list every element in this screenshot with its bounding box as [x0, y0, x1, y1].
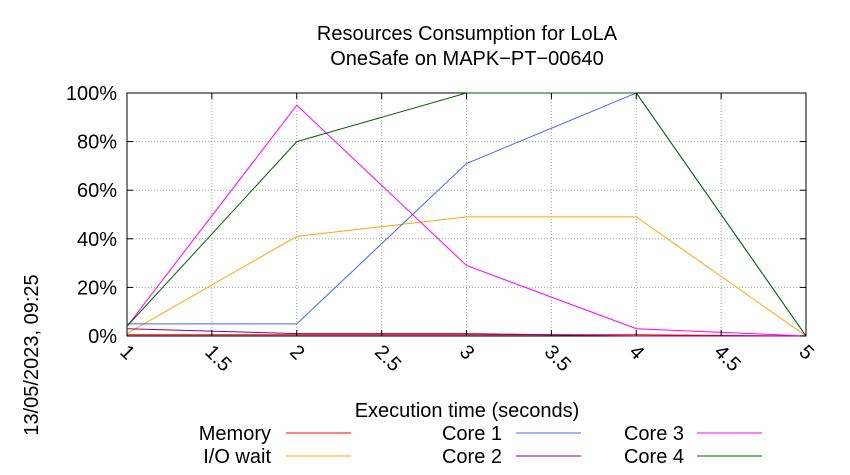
timestamp-label: 13/05/2023, 09:25 — [21, 274, 43, 435]
y-tick-label: 0% — [88, 326, 117, 348]
y-tick-label: 60% — [77, 180, 117, 202]
x-tick-label: 3.5 — [540, 341, 575, 376]
series-line-core-3 — [126, 104, 807, 337]
y-tick-label: 40% — [77, 229, 117, 251]
x-axis-label: Execution time (seconds) — [355, 400, 580, 422]
y-tick-label: 80% — [77, 132, 117, 154]
legend-label-core-1: Core 1 — [442, 423, 502, 445]
legend-label-core-2: Core 2 — [442, 446, 502, 468]
chart-title-line-2: OneSafe on MAPK−PT−00640 — [330, 48, 604, 70]
legend-label-memory: Memory — [199, 423, 271, 445]
legend-label-core-4: Core 4 — [624, 446, 684, 468]
series-line-i-o-wait — [126, 216, 807, 337]
x-tick-label: 5 — [794, 341, 817, 364]
x-tick-label: 4 — [625, 341, 648, 364]
y-tick-label: 100% — [66, 83, 117, 105]
tick-layer: 0% 20% 40% 60% 80% 100% 1 1.5 2 2.5 3 3.5 4 4.5 5 — [66, 83, 818, 376]
chart-title-line-1: Resources Consumption for LoLA — [317, 23, 618, 45]
x-tick-label: 1.5 — [200, 341, 235, 376]
legend-label-core-3: Core 3 — [624, 423, 684, 445]
x-tick-label: 2.5 — [370, 341, 405, 376]
y-tick-label: 20% — [77, 277, 117, 299]
x-tick-label: 4.5 — [710, 341, 745, 376]
x-tick-label: 1 — [115, 341, 138, 364]
x-tick-label: 2 — [285, 341, 308, 364]
grid-layer — [127, 93, 806, 336]
x-tick-label: 3 — [455, 341, 478, 364]
legend-label-i-o-wait: I/O wait — [203, 446, 271, 468]
